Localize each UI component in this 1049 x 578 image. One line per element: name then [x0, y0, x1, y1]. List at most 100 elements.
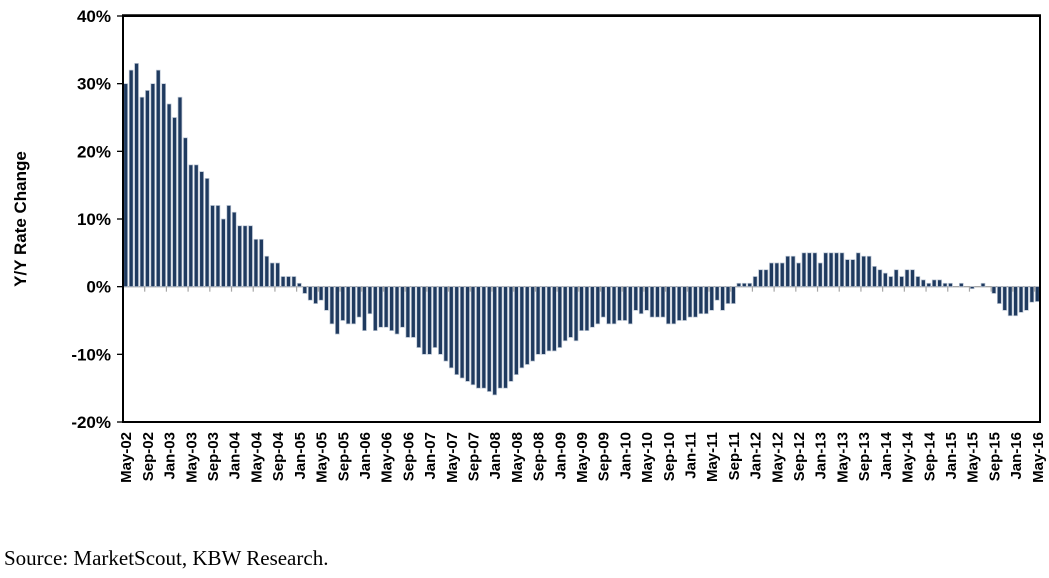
- bar: [850, 259, 856, 288]
- bar: [427, 286, 432, 355]
- bar: [302, 286, 308, 294]
- bar: [937, 279, 942, 288]
- bar: [183, 137, 188, 288]
- bar: [866, 255, 872, 288]
- bar: [861, 255, 866, 288]
- bar: [1013, 286, 1018, 317]
- x-tick-label: Sep-07: [466, 432, 483, 481]
- x-tick-label: Sep-02: [140, 432, 157, 481]
- bar: [421, 286, 427, 355]
- bar: [1029, 286, 1035, 303]
- bar: [210, 205, 215, 288]
- bar: [329, 286, 335, 325]
- bar: [405, 286, 411, 338]
- bar: [801, 252, 807, 288]
- x-tick-label: May-16: [1030, 432, 1047, 483]
- plot-border: [122, 15, 1041, 423]
- bar: [242, 225, 248, 288]
- bar: [682, 286, 687, 321]
- bar: [638, 286, 644, 315]
- bar: [438, 286, 443, 355]
- bar: [904, 269, 910, 288]
- bar: [828, 252, 834, 288]
- bar: [812, 252, 818, 288]
- bar: [600, 286, 606, 318]
- x-tick-label: Jan-14: [878, 431, 895, 479]
- bar: [150, 83, 156, 288]
- bar: [226, 205, 232, 288]
- bar: [367, 286, 373, 315]
- bar: [1018, 286, 1024, 313]
- bar: [307, 286, 313, 301]
- bar: [134, 63, 139, 288]
- bar: [503, 286, 508, 389]
- bar: [649, 286, 655, 318]
- bar: [926, 282, 932, 288]
- x-tick-label: Jan-08: [487, 432, 504, 480]
- x-tick-label: Jan-12: [748, 432, 765, 480]
- x-tick-label: May-11: [704, 432, 721, 482]
- bar: [215, 205, 221, 288]
- bar: [524, 286, 530, 365]
- x-tick-label: Jan-16: [1008, 432, 1025, 480]
- bar: [931, 279, 937, 288]
- bar: [693, 286, 698, 318]
- bar: [1007, 286, 1013, 317]
- x-tick-label: May-07: [444, 432, 461, 483]
- bar: [432, 286, 438, 348]
- bar: [959, 282, 964, 288]
- bar: [492, 286, 498, 396]
- bar: [562, 286, 568, 342]
- x-tick-label: May-05: [314, 432, 331, 483]
- bar: [769, 262, 774, 288]
- bar: [269, 262, 275, 288]
- bar: [362, 286, 367, 332]
- bar: [893, 269, 899, 288]
- bar: [486, 286, 492, 392]
- bar: [687, 286, 693, 318]
- bar: [1034, 286, 1040, 302]
- bar: [590, 286, 595, 328]
- x-tick-label: Jan-06: [357, 432, 374, 480]
- x-tick-label: Jan-03: [162, 432, 179, 480]
- bar: [145, 90, 150, 288]
- bar: [286, 276, 291, 288]
- bar: [785, 255, 791, 288]
- bar: [519, 286, 525, 369]
- bar: [899, 276, 904, 288]
- bar: [166, 103, 172, 288]
- bar: [253, 238, 259, 288]
- bar: [335, 286, 340, 335]
- bar: [514, 286, 519, 375]
- bar: [275, 262, 280, 288]
- bar: [779, 262, 785, 288]
- x-tick-label: May-10: [639, 432, 656, 483]
- bar: [731, 286, 736, 304]
- bar: [606, 286, 611, 325]
- bar: [568, 286, 573, 338]
- bar: [356, 286, 362, 318]
- x-tick-label: Sep-13: [856, 432, 873, 481]
- bar: [823, 252, 828, 288]
- bar: [752, 276, 758, 288]
- bar: [611, 286, 617, 325]
- bar: [297, 282, 302, 288]
- x-tick-label: Sep-10: [661, 432, 678, 481]
- x-tick-label: Sep-11: [726, 432, 743, 480]
- bar: [969, 286, 975, 290]
- bar: [155, 69, 161, 288]
- bar: [351, 286, 356, 325]
- bar: [123, 83, 129, 288]
- bar: [139, 96, 145, 288]
- bar: [204, 178, 210, 288]
- bar: [199, 171, 204, 288]
- y-tick-label: 20%: [77, 142, 111, 161]
- y-tick-label: 0%: [86, 278, 111, 297]
- x-tick-label: May-12: [769, 432, 786, 483]
- x-tick-label: May-13: [834, 432, 851, 483]
- y-tick-label: 10%: [77, 210, 111, 229]
- bar: [394, 286, 400, 335]
- y-tick-label: 30%: [77, 75, 111, 94]
- bar: [231, 211, 237, 288]
